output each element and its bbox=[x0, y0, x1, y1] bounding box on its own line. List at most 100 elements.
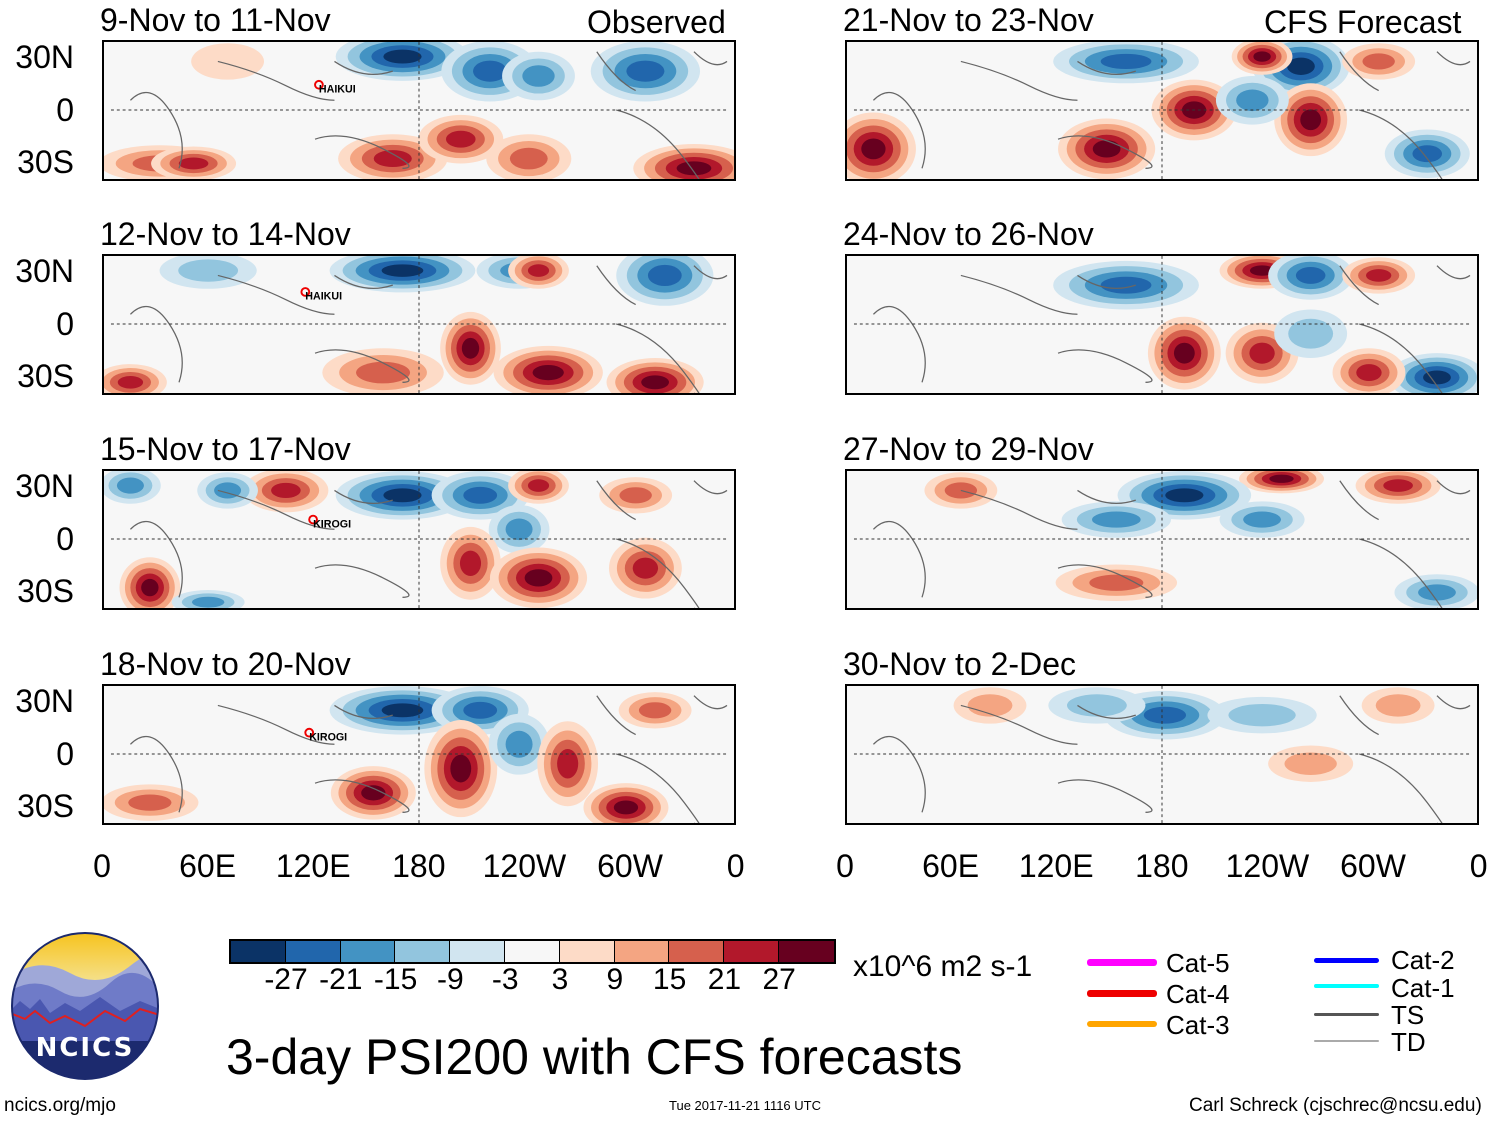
colorbar-swatch bbox=[340, 941, 396, 962]
positive-anomaly-contour bbox=[450, 754, 472, 783]
legend-label: Cat-5 bbox=[1166, 948, 1230, 978]
lon-tick-label: 0 bbox=[726, 848, 745, 884]
positive-anomaly-contour bbox=[632, 557, 659, 579]
lat-tick-label: 0 bbox=[56, 92, 74, 128]
colorbar-tick-label: 9 bbox=[606, 963, 624, 996]
lon-tick-label: 120E bbox=[275, 848, 351, 884]
psi200-field bbox=[853, 686, 1471, 823]
positive-anomaly-contour bbox=[191, 43, 265, 80]
negative-anomaly-contour bbox=[1295, 266, 1326, 284]
positive-anomaly-contour bbox=[557, 748, 579, 779]
colorbar-swatch bbox=[724, 941, 779, 962]
positive-anomaly-contour bbox=[1249, 265, 1275, 276]
positive-anomaly-contour bbox=[619, 487, 652, 504]
colorbar-swatch bbox=[395, 941, 451, 962]
storm-label: KIROGI bbox=[313, 518, 351, 530]
psi200-field: HAIKUI bbox=[104, 256, 728, 393]
colorbar-swatch bbox=[231, 941, 286, 962]
colorbar-tick-label: 3 bbox=[551, 963, 569, 996]
map-panel bbox=[845, 684, 1479, 825]
legend-label: TS bbox=[1391, 1000, 1425, 1030]
storm-label: KIROGI bbox=[309, 731, 347, 743]
lat-tick-label: 30N bbox=[15, 468, 74, 504]
lat-tick-label: 30N bbox=[15, 683, 74, 719]
lon-tick-label: 120W bbox=[1225, 848, 1310, 884]
positive-anomaly-contour bbox=[117, 375, 144, 389]
panel-title: 12-Nov to 14-Nov bbox=[100, 216, 351, 252]
logo-text: NCICS bbox=[36, 1033, 135, 1063]
negative-anomaly-contour bbox=[505, 518, 533, 541]
panel-title: 30-Nov to 2-Dec bbox=[843, 646, 1076, 682]
map-panel: KIROGI bbox=[102, 684, 736, 825]
lat-tick-label: 30S bbox=[17, 573, 74, 609]
negative-anomaly-contour bbox=[191, 596, 225, 608]
negative-anomaly-contour bbox=[1067, 694, 1127, 717]
colorbar-tick-label: -9 bbox=[437, 963, 464, 996]
negative-anomaly-contour bbox=[1165, 488, 1204, 503]
legend-label: TD bbox=[1391, 1027, 1426, 1057]
colorbar-swatch bbox=[778, 941, 834, 962]
colorbar-swatch bbox=[614, 941, 670, 962]
negative-anomaly-contour bbox=[1092, 511, 1141, 528]
positive-anomaly-contour bbox=[509, 147, 548, 170]
legend-line-cat-5 bbox=[1087, 958, 1157, 966]
colorbar-swatch bbox=[669, 941, 725, 962]
colorbar-tick-label: -27 bbox=[264, 963, 308, 996]
lon-tick-label: 60E bbox=[922, 848, 980, 884]
negative-anomaly-contour bbox=[522, 65, 555, 87]
negative-anomaly-contour bbox=[1418, 584, 1456, 601]
positive-anomaly-contour bbox=[1300, 109, 1322, 131]
colorbar-tick-label: -21 bbox=[319, 963, 363, 996]
positive-anomaly-contour bbox=[1375, 694, 1421, 717]
negative-anomaly-contour bbox=[505, 730, 533, 758]
negative-anomaly-contour bbox=[1143, 706, 1187, 724]
positive-anomaly-contour bbox=[1092, 140, 1121, 158]
positive-anomaly-contour bbox=[1383, 479, 1413, 492]
observed-label: Observed bbox=[587, 4, 726, 40]
coastlines bbox=[872, 265, 1471, 393]
storm-label: HAIKUI bbox=[319, 84, 356, 96]
footer-url[interactable]: ncics.org/mjo bbox=[4, 1095, 116, 1116]
negative-anomaly-contour bbox=[1412, 145, 1443, 163]
lon-tick-label: 0 bbox=[1469, 848, 1488, 884]
negative-anomaly-contour bbox=[463, 486, 498, 504]
positive-anomaly-contour bbox=[1089, 574, 1144, 591]
coastlines bbox=[872, 480, 1471, 608]
negative-anomaly-contour bbox=[1100, 53, 1152, 70]
legend-line-cat-3 bbox=[1087, 1021, 1157, 1027]
psi200-field bbox=[853, 256, 1477, 393]
negative-anomaly-contour bbox=[1100, 276, 1152, 294]
panel-title: 9-Nov to 11-Nov bbox=[100, 2, 331, 38]
positive-anomaly-contour bbox=[1356, 364, 1382, 382]
coastlines bbox=[872, 51, 1471, 179]
negative-anomaly-contour bbox=[116, 477, 144, 494]
storm-label: HAIKUI bbox=[305, 291, 342, 303]
lon-tick-label: 60W bbox=[1340, 848, 1406, 884]
colorbar-tick-label: 21 bbox=[707, 963, 742, 996]
lat-tick-label: 30S bbox=[17, 358, 74, 394]
positive-anomaly-contour bbox=[527, 264, 550, 277]
negative-anomaly-contour bbox=[1243, 511, 1281, 528]
positive-anomaly-contour bbox=[373, 150, 412, 168]
positive-anomaly-contour bbox=[1284, 752, 1337, 775]
negative-anomaly-contour bbox=[381, 264, 424, 277]
positive-anomaly-contour bbox=[1253, 51, 1271, 62]
positive-anomaly-contour bbox=[271, 482, 301, 499]
lat-tick-label: 30S bbox=[17, 788, 74, 824]
lat-tick-label: 0 bbox=[56, 736, 74, 772]
figure-title: 3-day PSI200 with CFS forecasts bbox=[226, 1029, 963, 1085]
colorbar bbox=[229, 939, 836, 964]
legend-label: Cat-1 bbox=[1391, 973, 1455, 1003]
lat-tick-label: 30S bbox=[17, 144, 74, 180]
map-panel: KIROGI bbox=[102, 469, 736, 610]
negative-anomaly-contour bbox=[1423, 370, 1451, 385]
psi200-field bbox=[847, 42, 1471, 179]
negative-anomaly-contour bbox=[383, 488, 422, 503]
lat-tick-label: 30N bbox=[15, 39, 74, 75]
cfs-forecast-label: CFS Forecast bbox=[1264, 4, 1462, 40]
legend-label: Cat-3 bbox=[1166, 1010, 1230, 1040]
negative-anomaly-contour bbox=[463, 701, 498, 719]
legend-label: Cat-4 bbox=[1166, 979, 1230, 1009]
ncics-logo: NCICS bbox=[10, 931, 160, 1081]
negative-anomaly-contour bbox=[647, 264, 682, 286]
